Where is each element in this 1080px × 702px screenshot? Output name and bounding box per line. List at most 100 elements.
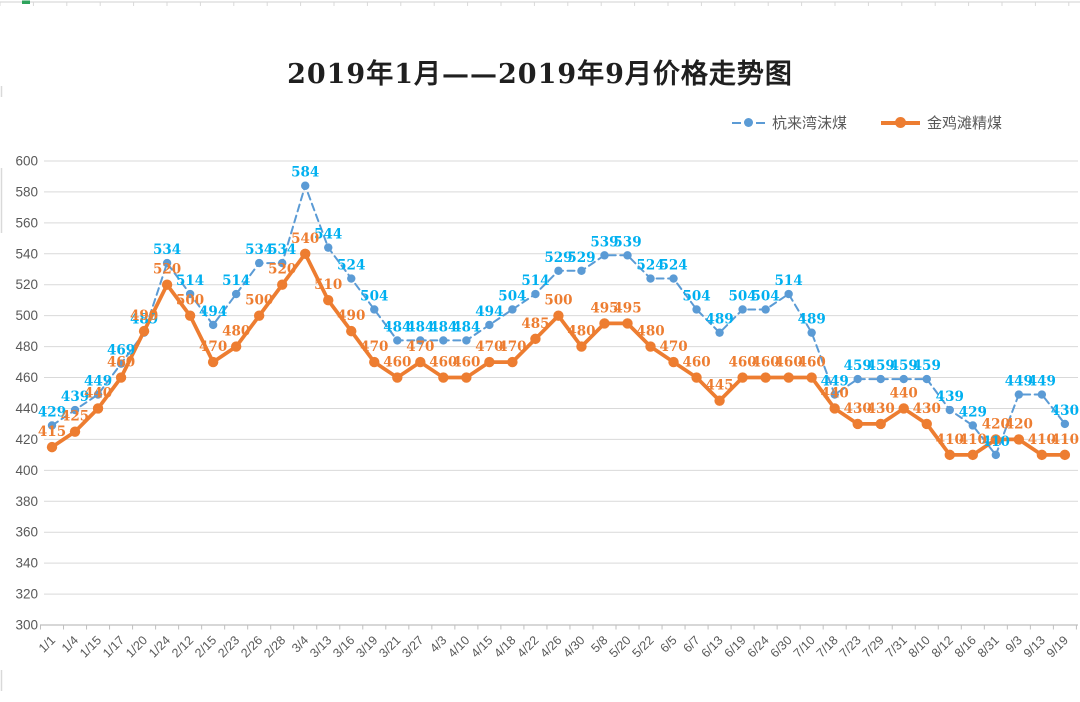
data-point-s0[interactable] bbox=[807, 328, 816, 337]
data-label-s1: 485 bbox=[521, 316, 549, 332]
data-point-s0[interactable] bbox=[347, 274, 356, 283]
data-point-s0[interactable] bbox=[370, 305, 379, 314]
data-point-s1[interactable] bbox=[944, 449, 955, 461]
data-point-s0[interactable] bbox=[393, 336, 402, 345]
data-point-s1[interactable] bbox=[530, 333, 541, 345]
data-point-s1[interactable] bbox=[323, 295, 334, 306]
data-point-s0[interactable] bbox=[669, 274, 678, 283]
data-point-s0[interactable] bbox=[1014, 390, 1024, 399]
data-point-s1[interactable] bbox=[668, 356, 679, 368]
data-point-s1[interactable] bbox=[207, 356, 219, 368]
legend-item-series2[interactable]: 金鸡滩精煤 bbox=[880, 112, 1002, 133]
data-point-s0[interactable] bbox=[692, 305, 701, 314]
data-point-s0[interactable] bbox=[899, 374, 908, 384]
data-point-s1[interactable] bbox=[737, 372, 748, 383]
data-point-s0[interactable] bbox=[1037, 390, 1047, 399]
data-point-s0[interactable] bbox=[830, 390, 839, 399]
data-point-s1[interactable] bbox=[691, 372, 702, 383]
data-point-s1[interactable] bbox=[277, 279, 288, 290]
data-point-s1[interactable] bbox=[714, 395, 725, 406]
data-point-s1[interactable] bbox=[875, 418, 886, 430]
data-point-s1[interactable] bbox=[115, 372, 127, 383]
legend-item-series1[interactable]: 杭来湾沫煤 bbox=[731, 112, 847, 133]
data-point-s0[interactable] bbox=[508, 305, 517, 314]
data-point-s1[interactable] bbox=[599, 318, 610, 329]
data-point-s1[interactable] bbox=[253, 310, 265, 321]
data-point-s0[interactable] bbox=[93, 390, 103, 399]
data-point-s1[interactable] bbox=[484, 356, 495, 368]
data-point-s0[interactable] bbox=[991, 450, 1001, 460]
data-point-s0[interactable] bbox=[70, 405, 80, 415]
data-point-s1[interactable] bbox=[161, 279, 173, 290]
data-point-s1[interactable] bbox=[69, 426, 81, 437]
data-label-s1: 460 bbox=[798, 355, 826, 371]
data-point-s0[interactable] bbox=[254, 258, 264, 268]
data-point-s0[interactable] bbox=[485, 320, 494, 330]
data-point-s0[interactable] bbox=[577, 266, 586, 276]
data-point-s1[interactable] bbox=[921, 418, 932, 430]
data-point-s1[interactable] bbox=[898, 403, 909, 414]
data-point-s0[interactable] bbox=[231, 289, 241, 299]
data-point-s1[interactable] bbox=[967, 449, 978, 461]
data-label-s0: 534 bbox=[268, 242, 296, 258]
data-point-s0[interactable] bbox=[922, 374, 931, 384]
data-point-s0[interactable] bbox=[439, 336, 448, 345]
data-point-s1[interactable] bbox=[138, 325, 150, 337]
data-point-s0[interactable] bbox=[416, 336, 425, 345]
data-point-s0[interactable] bbox=[945, 405, 954, 415]
data-point-s1[interactable] bbox=[1013, 434, 1025, 445]
data-label-s0: 449 bbox=[1028, 374, 1056, 390]
data-point-s1[interactable] bbox=[783, 372, 794, 383]
data-point-s0[interactable] bbox=[623, 251, 632, 260]
data-point-s0[interactable] bbox=[208, 320, 218, 330]
data-point-s1[interactable] bbox=[346, 325, 357, 337]
data-point-s1[interactable] bbox=[300, 248, 311, 259]
data-point-s0[interactable] bbox=[116, 359, 126, 368]
data-point-s1[interactable] bbox=[622, 318, 633, 329]
data-point-s1[interactable] bbox=[507, 356, 518, 368]
legend-marker-solid-dot-icon bbox=[880, 117, 920, 128]
data-point-s1[interactable] bbox=[92, 403, 104, 414]
data-point-s1[interactable] bbox=[553, 310, 564, 321]
data-point-s1[interactable] bbox=[760, 372, 771, 383]
data-point-s1[interactable] bbox=[645, 341, 656, 352]
data-point-s1[interactable] bbox=[806, 372, 817, 383]
data-point-s1[interactable] bbox=[230, 341, 242, 352]
data-point-s0[interactable] bbox=[554, 266, 563, 276]
data-point-s0[interactable] bbox=[278, 258, 287, 268]
data-point-s1[interactable] bbox=[852, 418, 863, 430]
data-point-s0[interactable] bbox=[853, 374, 862, 384]
data-point-s0[interactable] bbox=[784, 289, 793, 299]
data-point-s0[interactable] bbox=[646, 274, 655, 283]
x-axis-tick-label: 7/23 bbox=[837, 633, 864, 660]
data-point-s0[interactable] bbox=[968, 421, 977, 430]
data-point-s0[interactable] bbox=[876, 374, 885, 384]
data-point-s0[interactable] bbox=[185, 289, 195, 299]
x-axis-tick-label: 2/26 bbox=[238, 633, 265, 660]
data-point-s0[interactable] bbox=[47, 421, 57, 430]
data-point-s1[interactable] bbox=[392, 372, 403, 383]
data-point-s1[interactable] bbox=[46, 441, 58, 453]
data-point-s0[interactable] bbox=[761, 305, 770, 314]
data-point-s1[interactable] bbox=[576, 341, 587, 352]
data-point-s1[interactable] bbox=[1059, 449, 1071, 461]
data-point-s1[interactable] bbox=[1036, 449, 1048, 461]
data-point-s1[interactable] bbox=[415, 356, 426, 368]
data-point-s0[interactable] bbox=[715, 328, 724, 337]
data-point-s1[interactable] bbox=[990, 434, 1002, 445]
data-point-s0[interactable] bbox=[738, 305, 747, 314]
data-point-s0[interactable] bbox=[600, 251, 609, 260]
data-point-s1[interactable] bbox=[184, 310, 196, 321]
data-point-s1[interactable] bbox=[438, 372, 449, 383]
data-point-s1[interactable] bbox=[461, 372, 472, 383]
data-point-s0[interactable] bbox=[1060, 419, 1070, 429]
data-point-s0[interactable] bbox=[531, 289, 540, 299]
data-point-s0[interactable] bbox=[462, 336, 471, 345]
data-point-s1[interactable] bbox=[829, 403, 840, 414]
data-point-s0[interactable] bbox=[162, 258, 172, 268]
data-point-s1[interactable] bbox=[369, 356, 380, 368]
data-point-s0[interactable] bbox=[324, 243, 333, 252]
data-point-s0[interactable] bbox=[301, 181, 310, 190]
data-label-s0: 514 bbox=[775, 273, 803, 289]
